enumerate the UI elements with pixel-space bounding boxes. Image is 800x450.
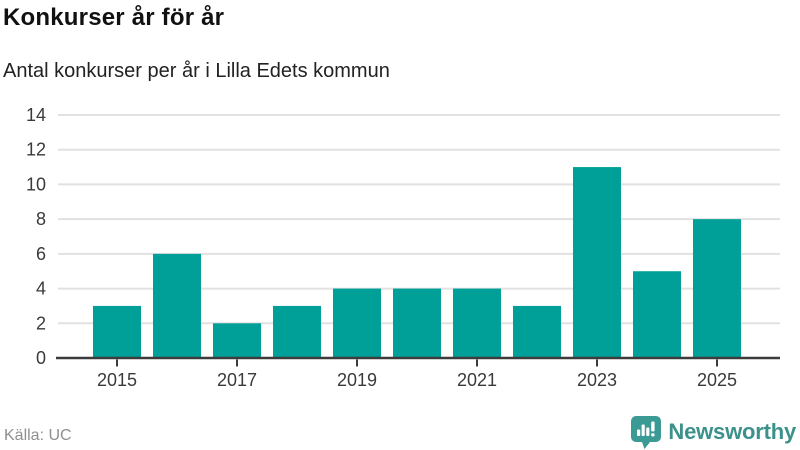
x-axis-tick-label: 2015 [97, 370, 137, 390]
y-axis-tick-label: 14 [26, 105, 46, 125]
y-axis-tick-label: 8 [36, 209, 46, 229]
bar-2019 [333, 288, 381, 358]
y-axis-tick-label: 6 [36, 244, 46, 264]
y-axis-tick-label: 2 [36, 313, 46, 333]
x-axis-tick-label: 2019 [337, 370, 377, 390]
bar-2017 [213, 323, 261, 358]
y-axis-tick-label: 10 [26, 174, 46, 194]
newsworthy-logo: Newsworthy [631, 415, 796, 449]
bar-2022 [513, 305, 561, 358]
y-axis-tick-label: 0 [36, 348, 46, 368]
bar-2016 [153, 253, 201, 358]
chart-subtitle: Antal konkurser per år i Lilla Edets kom… [3, 60, 390, 82]
bar-2025 [693, 219, 741, 358]
chart-title: Konkurser år för år [3, 4, 225, 31]
newsworthy-logo-icon [631, 415, 662, 449]
y-axis-tick-label: 4 [36, 279, 46, 299]
bar-2020 [393, 288, 441, 358]
bar-2018 [273, 305, 321, 358]
source-note: Källa: UC [4, 427, 72, 444]
bar-2021 [453, 288, 501, 358]
x-axis-tick-label: 2025 [697, 370, 737, 390]
x-axis-tick-label: 2017 [217, 370, 257, 390]
newsworthy-logo-text: Newsworthy [668, 419, 796, 444]
y-axis-tick-label: 12 [26, 140, 46, 160]
bar-2024 [633, 271, 681, 358]
x-axis-tick-label: 2021 [457, 370, 497, 390]
x-axis-tick-label: 2023 [577, 370, 617, 390]
bar-2015 [93, 305, 141, 358]
bar-2023 [573, 167, 621, 358]
